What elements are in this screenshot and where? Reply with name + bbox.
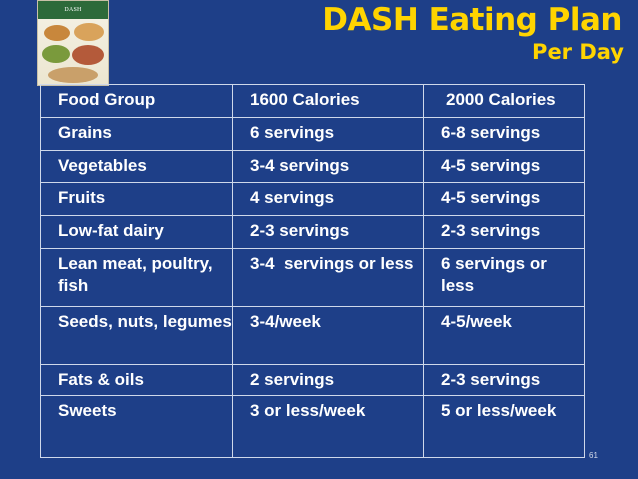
food-photo-2 — [74, 23, 104, 41]
cell-2000: 4-5 servings — [423, 149, 585, 184]
header-2000-calories: 2000 Calories — [423, 84, 585, 118]
dash-servings-table: Food Group 1600 Calories 2000 Calories G… — [40, 84, 585, 459]
food-photo-5 — [48, 67, 98, 83]
cell-food-group: Sweets — [40, 394, 233, 459]
cell-1600: 3-4/week — [232, 305, 424, 365]
food-photo-4 — [72, 45, 104, 65]
cell-2000: 4-5/week — [423, 305, 585, 365]
cell-1600: 6 servings — [232, 116, 424, 151]
book-cover-image: DASH — [37, 0, 109, 86]
cell-1600: 4 servings — [232, 182, 424, 216]
cell-2000: 2-3 servings — [423, 215, 585, 249]
table-row: Grains 6 servings 6-8 servings — [40, 116, 585, 151]
cell-2000: 4-5 servings — [423, 182, 585, 216]
food-photo-3 — [42, 45, 70, 63]
book-cover-title: DASH — [38, 1, 108, 19]
table-row: Lean meat, poultry, fish 3-4 servings or… — [40, 247, 585, 307]
cell-food-group: Vegetables — [40, 149, 233, 184]
table-row: Vegetables 3-4 servings 4-5 servings — [40, 149, 585, 184]
food-photo-1 — [44, 25, 70, 41]
cell-food-group: Lean meat, poultry, fish — [40, 247, 233, 307]
cell-1600: 2 servings — [232, 363, 424, 396]
table-row: Low-fat dairy 2-3 servings 2-3 servings — [40, 215, 585, 249]
cell-food-group: Low-fat dairy — [40, 215, 233, 249]
cell-food-group: Fruits — [40, 182, 233, 216]
table-row: Sweets 3 or less/week 5 or less/week — [40, 394, 585, 459]
cell-1600: 3 or less/week — [232, 394, 424, 459]
cell-2000: 6-8 servings — [423, 116, 585, 151]
cell-1600: 2-3 servings — [232, 215, 424, 249]
table-row: Seeds, nuts, legumes 3-4/week 4-5/week — [40, 305, 585, 365]
header-1600-calories: 1600 Calories — [232, 84, 424, 118]
cell-1600: 3-4 servings or less — [232, 247, 424, 307]
slide-title: DASH Eating Plan — [322, 2, 622, 38]
cell-2000: 6 servings or less — [423, 247, 585, 307]
slide-subtitle: Per Day — [532, 40, 624, 64]
cell-food-group: Fats & oils — [40, 363, 233, 396]
cell-1600: 3-4 servings — [232, 149, 424, 184]
table-header-row: Food Group 1600 Calories 2000 Calories — [40, 84, 585, 118]
cell-2000: 2-3 servings — [423, 363, 585, 396]
cell-food-group: Grains — [40, 116, 233, 151]
header-food-group: Food Group — [40, 84, 233, 118]
page-number: 61 — [589, 451, 598, 460]
table-row: Fats & oils 2 servings 2-3 servings — [40, 363, 585, 396]
table-row: Fruits 4 servings 4-5 servings — [40, 182, 585, 216]
cell-2000: 5 or less/week — [423, 394, 585, 459]
cell-food-group: Seeds, nuts, legumes — [40, 305, 233, 365]
